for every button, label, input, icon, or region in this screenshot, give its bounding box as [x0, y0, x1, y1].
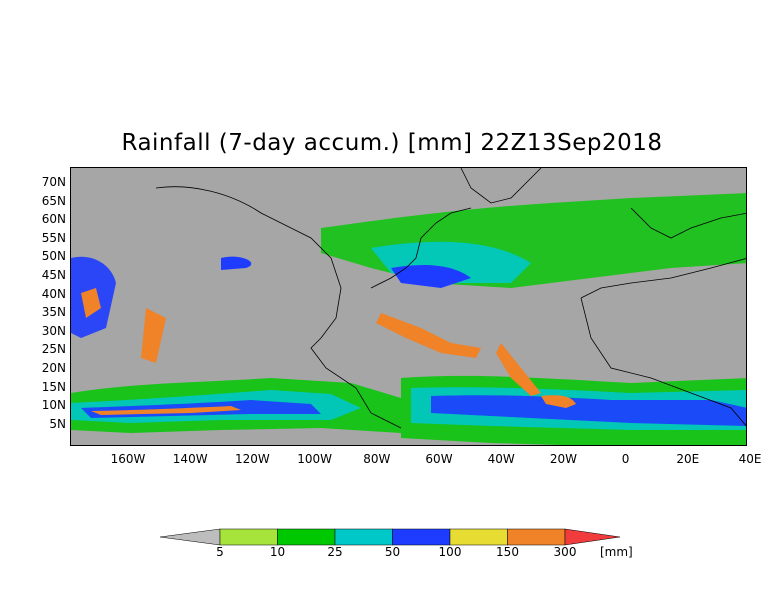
latitude-label: 40N	[41, 286, 66, 301]
map-title: Rainfall (7-day accum.) [mm] 22Z13Sep201…	[121, 130, 663, 156]
latitude-label: 25N	[41, 342, 66, 357]
latitude-label: 45N	[41, 268, 66, 282]
colorbar-under-triangle	[160, 528, 221, 546]
latitude-label: 60N	[41, 212, 66, 227]
greenland-outline	[460, 168, 542, 204]
longitude-label: 160W	[110, 452, 146, 466]
colorbar-tick-label: 150	[496, 545, 519, 559]
longitude-label: 100W	[297, 452, 332, 466]
longitude-label: 60W	[425, 452, 453, 466]
longitude-label: 40W	[487, 452, 515, 466]
colorbar-tick-label: 50	[384, 545, 401, 559]
colorbar-tick-label: 10	[269, 545, 286, 559]
north-america-east-coast	[370, 207, 472, 289]
colorbar-segment	[277, 528, 336, 546]
colorbar	[160, 528, 621, 546]
scandinavia-outline	[630, 207, 746, 239]
africa-west-coast	[580, 297, 746, 427]
colorbar-tick-label: 5	[216, 545, 224, 559]
longitude-label: 20E	[676, 452, 700, 466]
europe-africa-coast	[580, 258, 746, 299]
rain-band-atlantic-itcz	[401, 375, 746, 445]
colorbar-segment	[219, 528, 278, 546]
colorbar-segment	[334, 528, 393, 546]
colorbar-segment	[392, 528, 451, 546]
latitude-label: 15N	[41, 379, 66, 394]
colorbar-segment	[507, 528, 566, 546]
longitude-label: 40E	[738, 452, 762, 466]
latitude-label: 10N	[41, 398, 66, 413]
rainfall-map-canvas	[71, 168, 746, 445]
rainfall-map	[70, 167, 747, 446]
latitude-label: 70N	[41, 175, 66, 189]
latitude-label: 35N	[41, 305, 66, 320]
coastlines	[155, 168, 746, 429]
longitude-label: 120W	[235, 452, 270, 466]
north-america-west-coast	[155, 186, 402, 429]
latitude-label: 65N	[41, 193, 66, 208]
rain-band-tropical-pacific	[71, 378, 401, 433]
latitude-label: 50N	[41, 249, 66, 264]
longitude-label: 20W	[549, 452, 577, 466]
colorbar-tick-label: 100	[438, 545, 462, 559]
hurricane-florence-track	[376, 313, 541, 396]
latitude-label: 55N	[41, 230, 66, 245]
rain-band-east-pacific	[71, 256, 252, 363]
longitude-label: 140W	[172, 452, 208, 466]
latitude-label: 5N	[49, 416, 66, 431]
colorbar-unit: [mm]	[600, 545, 633, 559]
latitude-label: 20N	[41, 361, 66, 375]
longitude-label: 80W	[363, 452, 391, 466]
colorbar-over-triangle	[564, 528, 621, 546]
latitude-label: 30N	[41, 323, 66, 338]
colorbar-tick-label: 300	[553, 545, 577, 559]
colorbar-segment	[449, 528, 508, 546]
colorbar-tick-label: 25	[327, 545, 343, 559]
longitude-label: 0	[621, 452, 630, 466]
